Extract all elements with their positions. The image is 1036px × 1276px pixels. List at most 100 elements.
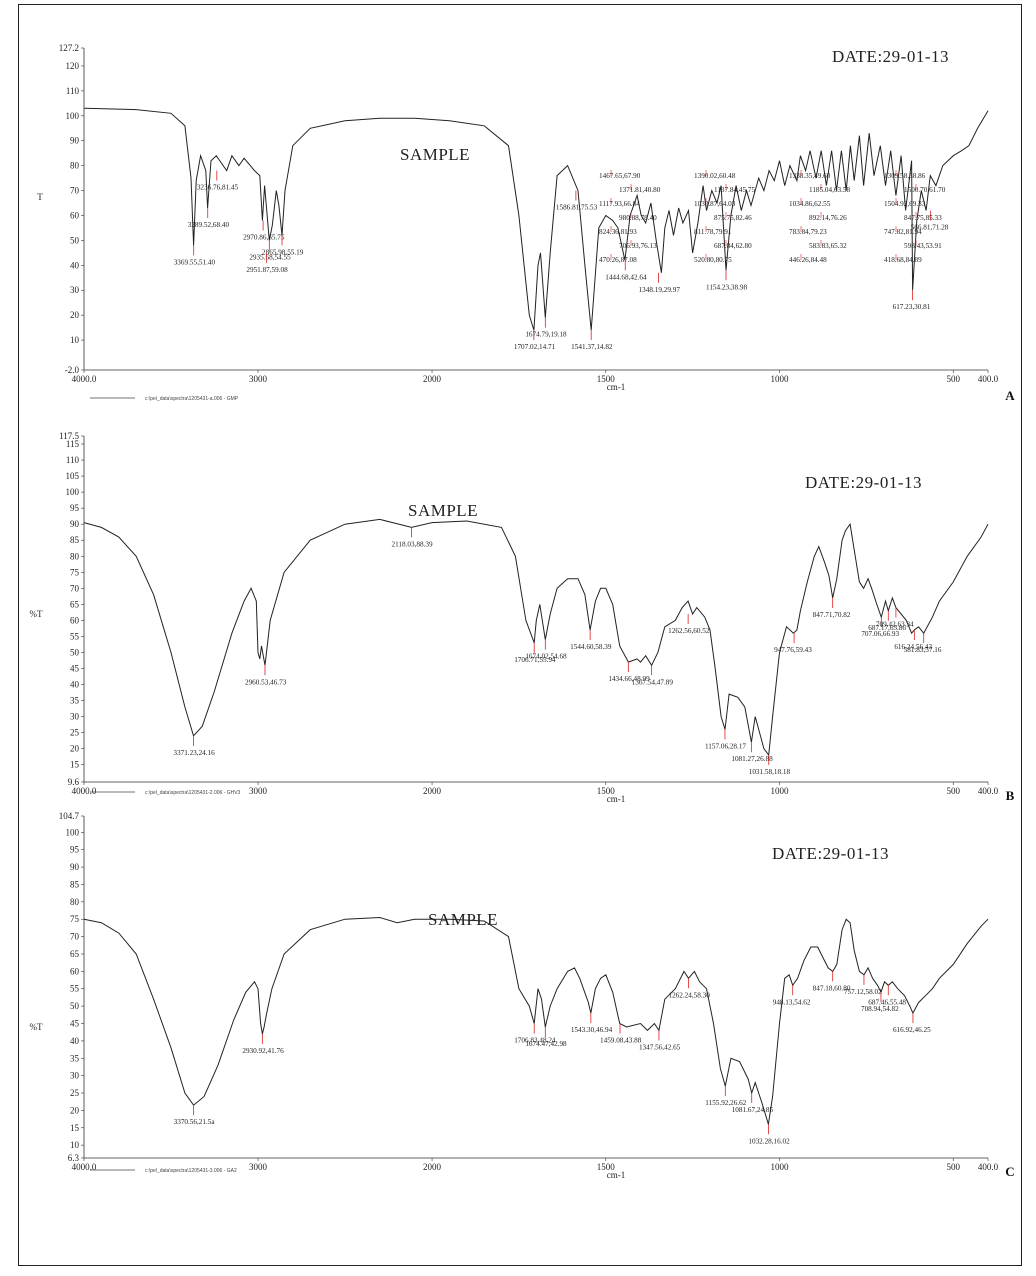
y-tick-label: 45 bbox=[70, 663, 80, 673]
peak-label-extra: 706.93,76.13 bbox=[619, 242, 657, 250]
y-tick-label: 90 bbox=[70, 136, 80, 146]
y-tick-label: 70 bbox=[70, 583, 80, 593]
y-tick-label: 30 bbox=[70, 1071, 80, 1081]
peak-label: 2935.68,54.55 bbox=[249, 253, 291, 261]
y-tick-label: 110 bbox=[66, 86, 80, 96]
peak-label: 847.71,70.82 bbox=[813, 611, 851, 619]
peak-label-extra: 980.88,78.40 bbox=[619, 214, 657, 222]
x-tick-label: 1500 bbox=[597, 786, 616, 796]
y-tick-label: 117.5 bbox=[59, 431, 79, 441]
y-axis-label: %T bbox=[30, 1022, 43, 1032]
x-axis-label: cm-1 bbox=[607, 382, 626, 392]
peak-label-extra: 811.78,79.91 bbox=[694, 228, 732, 236]
y-axis-label: T bbox=[37, 192, 43, 202]
legend-text: c:\pel_data\spectra\1205431-2.006 - GHV3 bbox=[145, 790, 241, 796]
y-tick-label: 90 bbox=[70, 519, 80, 529]
x-tick-label: 4000.0 bbox=[72, 374, 97, 384]
y-tick-label: 9.6 bbox=[68, 777, 80, 787]
y-tick-label: 75 bbox=[70, 567, 80, 577]
peak-label-extra: 598.43,53.91 bbox=[904, 242, 942, 250]
peak-label: 1706.71,55.94 bbox=[514, 656, 556, 664]
peak-label-extra: 747.82,81.94 bbox=[884, 228, 922, 236]
peak-label: 1459.08,43.88 bbox=[600, 1036, 642, 1044]
peak-label: 1262.56,60.52 bbox=[668, 627, 710, 635]
date-label: DATE:29-01-13 bbox=[805, 473, 922, 492]
peak-label: 687.46,55.48 bbox=[868, 998, 906, 1006]
peak-label: 707.06,66.93 bbox=[861, 630, 899, 638]
peak-label: 687.17,65.86 bbox=[868, 624, 906, 632]
y-tick-label: 30 bbox=[70, 285, 80, 295]
peak-label: 1348.19,29.97 bbox=[639, 286, 681, 294]
y-tick-label: 40 bbox=[70, 1036, 80, 1046]
peak-label-extra: 1309.58,58.86 bbox=[884, 172, 926, 180]
peak-label-extra: 1137.84,45.75 bbox=[714, 186, 755, 194]
peak-label: 1674.47,42.98 bbox=[525, 1040, 567, 1048]
y-tick-label: 60 bbox=[70, 615, 80, 625]
y-tick-label: 45 bbox=[70, 1018, 80, 1028]
peak-label-extra: 1467.65,67.90 bbox=[599, 172, 641, 180]
panel-letter: B bbox=[1006, 788, 1015, 803]
y-tick-label: -2.0 bbox=[65, 365, 80, 375]
peak-label: 1032.28,16.02 bbox=[748, 1137, 790, 1145]
peak-label: 1434.66,48.99 bbox=[608, 675, 650, 683]
peak-label: 616.92,46.25 bbox=[893, 1026, 931, 1034]
peak-label-extra: 687.84,62.80 bbox=[714, 242, 752, 250]
y-tick-label: 100 bbox=[66, 827, 80, 837]
y-tick-label: 35 bbox=[70, 1053, 80, 1063]
peak-label-extra: 470.26,87.08 bbox=[599, 256, 637, 264]
x-tick-label: 500 bbox=[947, 374, 961, 384]
y-tick-label: 65 bbox=[70, 949, 80, 959]
y-axis-label: %T bbox=[30, 609, 43, 619]
y-tick-label: 105 bbox=[66, 471, 80, 481]
date-label: DATE:29-01-13 bbox=[772, 844, 889, 863]
legend-text: c:\pel_data\spectra\1205431-3.006 - GA2 bbox=[145, 1168, 237, 1174]
x-tick-label: 2000 bbox=[423, 786, 442, 796]
peak-label: 1081.27,26.88 bbox=[731, 755, 773, 763]
x-tick-label: 3000 bbox=[249, 786, 268, 796]
x-tick-label: 1500 bbox=[597, 1162, 616, 1172]
sample-label: SAMPLE bbox=[428, 910, 498, 929]
y-tick-label: 35 bbox=[70, 696, 80, 706]
y-tick-label: 20 bbox=[70, 1105, 80, 1115]
sample-label: SAMPLE bbox=[408, 501, 478, 520]
x-tick-label: 400.0 bbox=[978, 1162, 999, 1172]
peak-label: 1706.83,48.24 bbox=[514, 1036, 556, 1044]
y-tick-label: 80 bbox=[70, 897, 80, 907]
peak-label: 1674.79,19.18 bbox=[525, 331, 567, 339]
peak-label: 1347.56,42.65 bbox=[639, 1043, 681, 1051]
y-tick-label: 25 bbox=[70, 1088, 80, 1098]
x-tick-label: 1000 bbox=[771, 786, 790, 796]
peak-label: 708.94,54.82 bbox=[861, 1005, 899, 1013]
y-tick-label: 50 bbox=[70, 235, 80, 245]
y-tick-label: 104.7 bbox=[59, 811, 80, 821]
peak-label: 1154.23,38.98 bbox=[706, 283, 747, 291]
peak-label: 1586.81,75.53 bbox=[556, 204, 598, 212]
peak-label-extra: 583.83,65.32 bbox=[809, 242, 847, 250]
peak-label: 1544.60,58.39 bbox=[570, 643, 612, 651]
peak-label-extra: 418.68,84.89 bbox=[884, 256, 922, 264]
peak-label: 709.42,63.34 bbox=[876, 621, 914, 629]
y-tick-label: 110 bbox=[66, 455, 80, 465]
peak-label: 3236.76,81.45 bbox=[197, 184, 239, 192]
peak-label: 1541.37,14.82 bbox=[571, 343, 613, 351]
peak-label: 2960.53,46.73 bbox=[245, 678, 287, 686]
y-tick-label: 30 bbox=[70, 712, 80, 722]
y-tick-label: 85 bbox=[70, 535, 80, 545]
peak-label-extra: 847.75,85.33 bbox=[904, 214, 942, 222]
peak-label-extra: 1371.81,40.80 bbox=[619, 186, 661, 194]
panel-letter: A bbox=[1005, 388, 1015, 403]
x-tick-label: 4000.0 bbox=[72, 786, 97, 796]
x-axis-label: cm-1 bbox=[607, 794, 626, 804]
peak-label: 1081.67,24.85 bbox=[732, 1106, 774, 1114]
peak-label-extra: 1500.70,61.70 bbox=[904, 186, 946, 194]
y-tick-label: 10 bbox=[70, 1140, 80, 1150]
legend-text: c:\pel_data\spectra\1205431-a.006 - GMP bbox=[145, 396, 239, 402]
peak-label: 1155.92,26.62 bbox=[705, 1099, 746, 1107]
peak-label: 1157.06,28.17 bbox=[705, 742, 746, 750]
spectrum-line bbox=[83, 916, 989, 1125]
y-tick-label: 95 bbox=[70, 845, 80, 855]
y-tick-label: 55 bbox=[70, 631, 80, 641]
y-tick-label: 90 bbox=[70, 862, 80, 872]
peak-label: 1674.02,54.68 bbox=[525, 653, 567, 661]
panel-letter: C bbox=[1005, 1164, 1014, 1179]
